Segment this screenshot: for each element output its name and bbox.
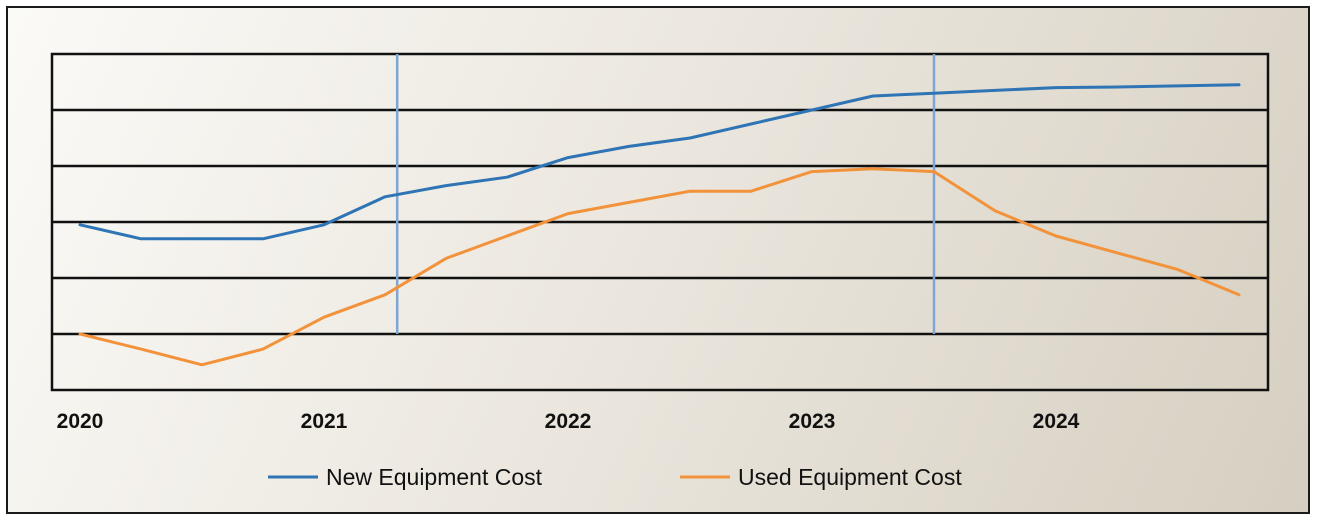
x-tick-label-2024: 2024 — [1033, 410, 1080, 433]
grid — [50, 52, 1270, 392]
series-lines — [78, 83, 1241, 367]
chart-frame: 2020 2021 2022 2023 2024 New Equipment Cost U… — [6, 6, 1310, 514]
line-chart: 2020 2021 2022 2023 2024 New Equipment Cost U… — [50, 52, 1270, 490]
x-tick-label-2021: 2021 — [301, 410, 348, 433]
series-line-used-equipment-cost — [78, 167, 1241, 367]
legend-label-2: Used Equipment Cost — [738, 464, 962, 490]
x-tick-label-2022: 2022 — [545, 410, 592, 433]
x-axis-ticks: 2020 2021 2022 2023 2024 — [57, 410, 1080, 433]
legend: New Equipment Cost Used Equipment Cost — [268, 464, 962, 490]
x-tick-label-2020: 2020 — [57, 410, 104, 433]
legend-label-1: New Equipment Cost — [326, 464, 543, 490]
vertical-markers — [395, 54, 936, 334]
x-tick-label-2023: 2023 — [789, 410, 836, 433]
series-line-new-equipment-cost — [78, 83, 1241, 241]
